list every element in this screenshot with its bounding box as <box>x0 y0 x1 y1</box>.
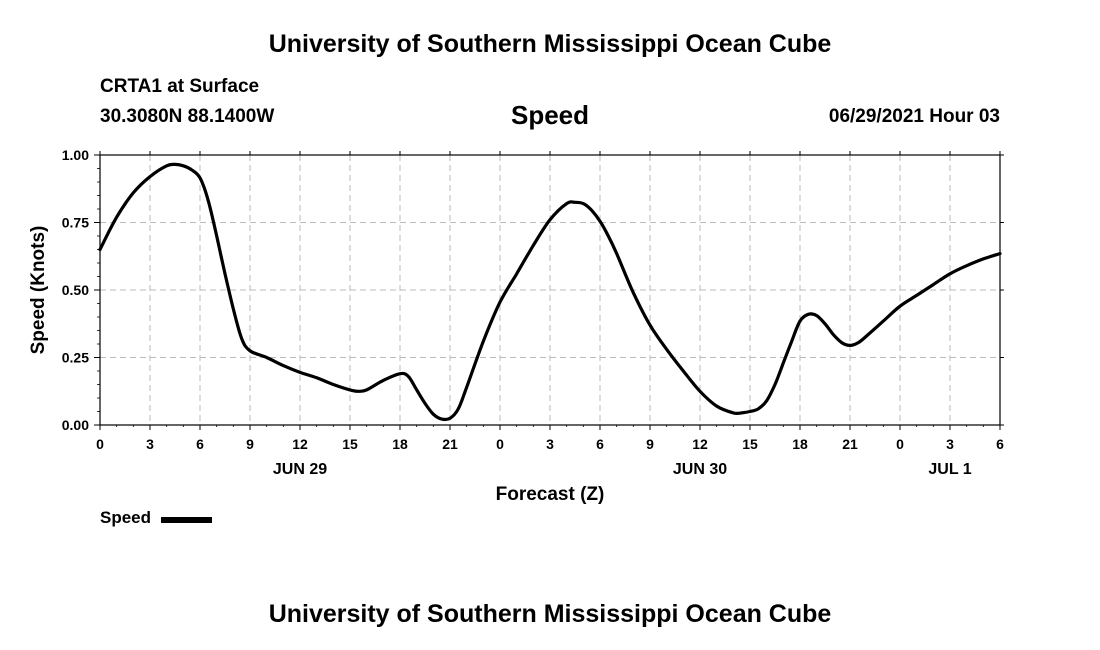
x-tick-label: 18 <box>392 436 408 452</box>
x-tick-label: 15 <box>742 436 758 452</box>
y-tick-label: 0.00 <box>62 417 89 433</box>
page-title: University of Southern Mississippi Ocean… <box>268 30 832 58</box>
plot-frame <box>99 154 1001 426</box>
coordinates-label: 30.3080N 88.1400W <box>100 106 275 127</box>
x-tick-label: 3 <box>146 436 154 452</box>
series-line-speed <box>98 162 1002 422</box>
x-tick-label: 18 <box>792 436 808 452</box>
date-label: JUL 1 <box>928 461 971 478</box>
footer-title: University of Southern Mississippi Ocean… <box>268 600 832 628</box>
forecast-datetime: 06/29/2021 Hour 03 <box>828 106 1000 127</box>
date-label: JUN 30 <box>673 461 727 478</box>
x-tick-label: 15 <box>342 436 358 452</box>
y-tick-label: 1.00 <box>62 147 89 163</box>
x-tick-label: 6 <box>596 436 604 452</box>
series-layer <box>98 162 1002 422</box>
x-tick-label: 3 <box>946 436 954 452</box>
date-label: JUN 29 <box>273 461 327 478</box>
x-tick-label: 0 <box>96 436 104 452</box>
x-tick-label: 3 <box>546 436 554 452</box>
station-label: CRTA1 at Surface <box>100 76 260 97</box>
y-tick-label: 0.75 <box>62 215 89 231</box>
x-tick-label: 6 <box>996 436 1004 452</box>
x-tick-label: 12 <box>692 436 708 452</box>
x-tick-label: 21 <box>442 436 458 452</box>
x-axis-label: Forecast (Z) <box>496 484 605 505</box>
x-tick-label: 9 <box>246 436 254 452</box>
label-layer: 0 3 6 9 12 15 18 21 0 3 6 9 12 15 18 21 0 3 6 0.00 0.25 0.50 0… <box>62 147 1004 478</box>
chart-title: Speed <box>510 100 590 130</box>
y-tick-label: 0.50 <box>62 282 89 298</box>
y-axis-label: Speed (Knots) <box>28 226 49 355</box>
legend-label: Speed <box>100 508 152 527</box>
x-tick-label: 0 <box>896 436 904 452</box>
x-tick-label: 6 <box>196 436 204 452</box>
grid-layer <box>100 155 1000 425</box>
x-tick-label: 9 <box>646 436 654 452</box>
legend-swatch <box>161 517 212 523</box>
x-tick-label: 12 <box>292 436 308 452</box>
x-tick-label: 21 <box>842 436 858 452</box>
x-tick-label: 0 <box>496 436 504 452</box>
y-tick-label: 0.25 <box>62 350 89 366</box>
